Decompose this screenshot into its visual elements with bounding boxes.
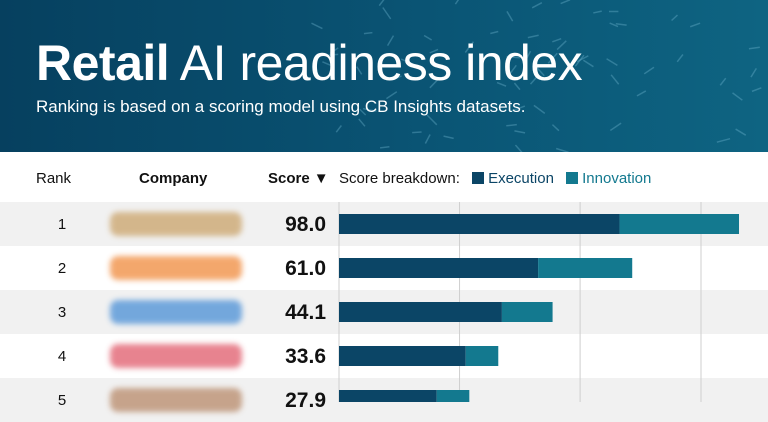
bar-execution-rank-3 [339, 302, 502, 322]
bar-execution-rank-4 [339, 346, 466, 366]
bar-innovation-rank-4 [466, 346, 499, 366]
bar-innovation-rank-5 [437, 390, 470, 402]
score-breakdown-chart [0, 0, 768, 402]
bar-innovation-rank-3 [502, 302, 553, 322]
bar-execution-rank-2 [339, 258, 538, 278]
bar-innovation-rank-1 [620, 214, 739, 234]
bar-execution-rank-1 [339, 214, 620, 234]
bar-innovation-rank-2 [538, 258, 632, 278]
bar-execution-rank-5 [339, 390, 437, 402]
